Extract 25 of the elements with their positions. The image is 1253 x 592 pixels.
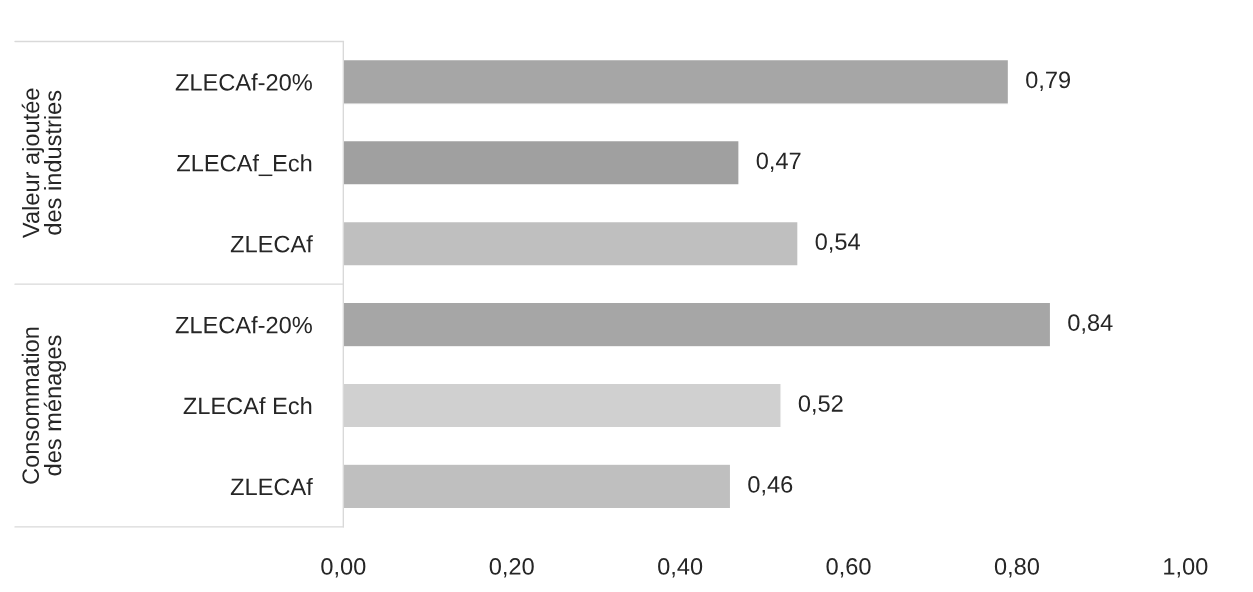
bar bbox=[343, 139, 740, 186]
y-tick-label: ZLECAf-20% bbox=[175, 316, 312, 334]
data-label: 0,54 bbox=[815, 233, 860, 253]
bar bbox=[343, 301, 1052, 348]
text: Consommation des ménages bbox=[21, 327, 66, 484]
y-tick-label: ZLECAf Ech bbox=[183, 396, 312, 415]
data-label: 0,47 bbox=[756, 152, 801, 172]
bar bbox=[343, 58, 1010, 105]
y-tick-label: ZLECAf-20% bbox=[175, 73, 312, 91]
data-label: 0,84 bbox=[1068, 314, 1113, 334]
data-label: 0,46 bbox=[748, 476, 793, 496]
x-tick-label: 1,00 bbox=[1164, 558, 1208, 578]
data-label: 0,79 bbox=[1026, 71, 1071, 92]
y-tick-label: ZLECAf bbox=[230, 477, 313, 496]
bar bbox=[343, 463, 732, 510]
data-label: 0,52 bbox=[798, 395, 843, 415]
x-tick-label: 0,80 bbox=[994, 558, 1039, 578]
y-tick-label: ZLECAf_Ech bbox=[177, 154, 312, 177]
x-tick-label: 0,00 bbox=[321, 558, 366, 578]
x-tick-label: 0,40 bbox=[658, 558, 703, 578]
x-tick-label: 0,20 bbox=[489, 558, 534, 578]
x-tick-label: 0,60 bbox=[826, 558, 871, 578]
text: Valeur ajoutée des industries bbox=[21, 88, 62, 238]
y-tick-label: ZLECAf bbox=[230, 235, 313, 253]
bar bbox=[343, 220, 799, 267]
